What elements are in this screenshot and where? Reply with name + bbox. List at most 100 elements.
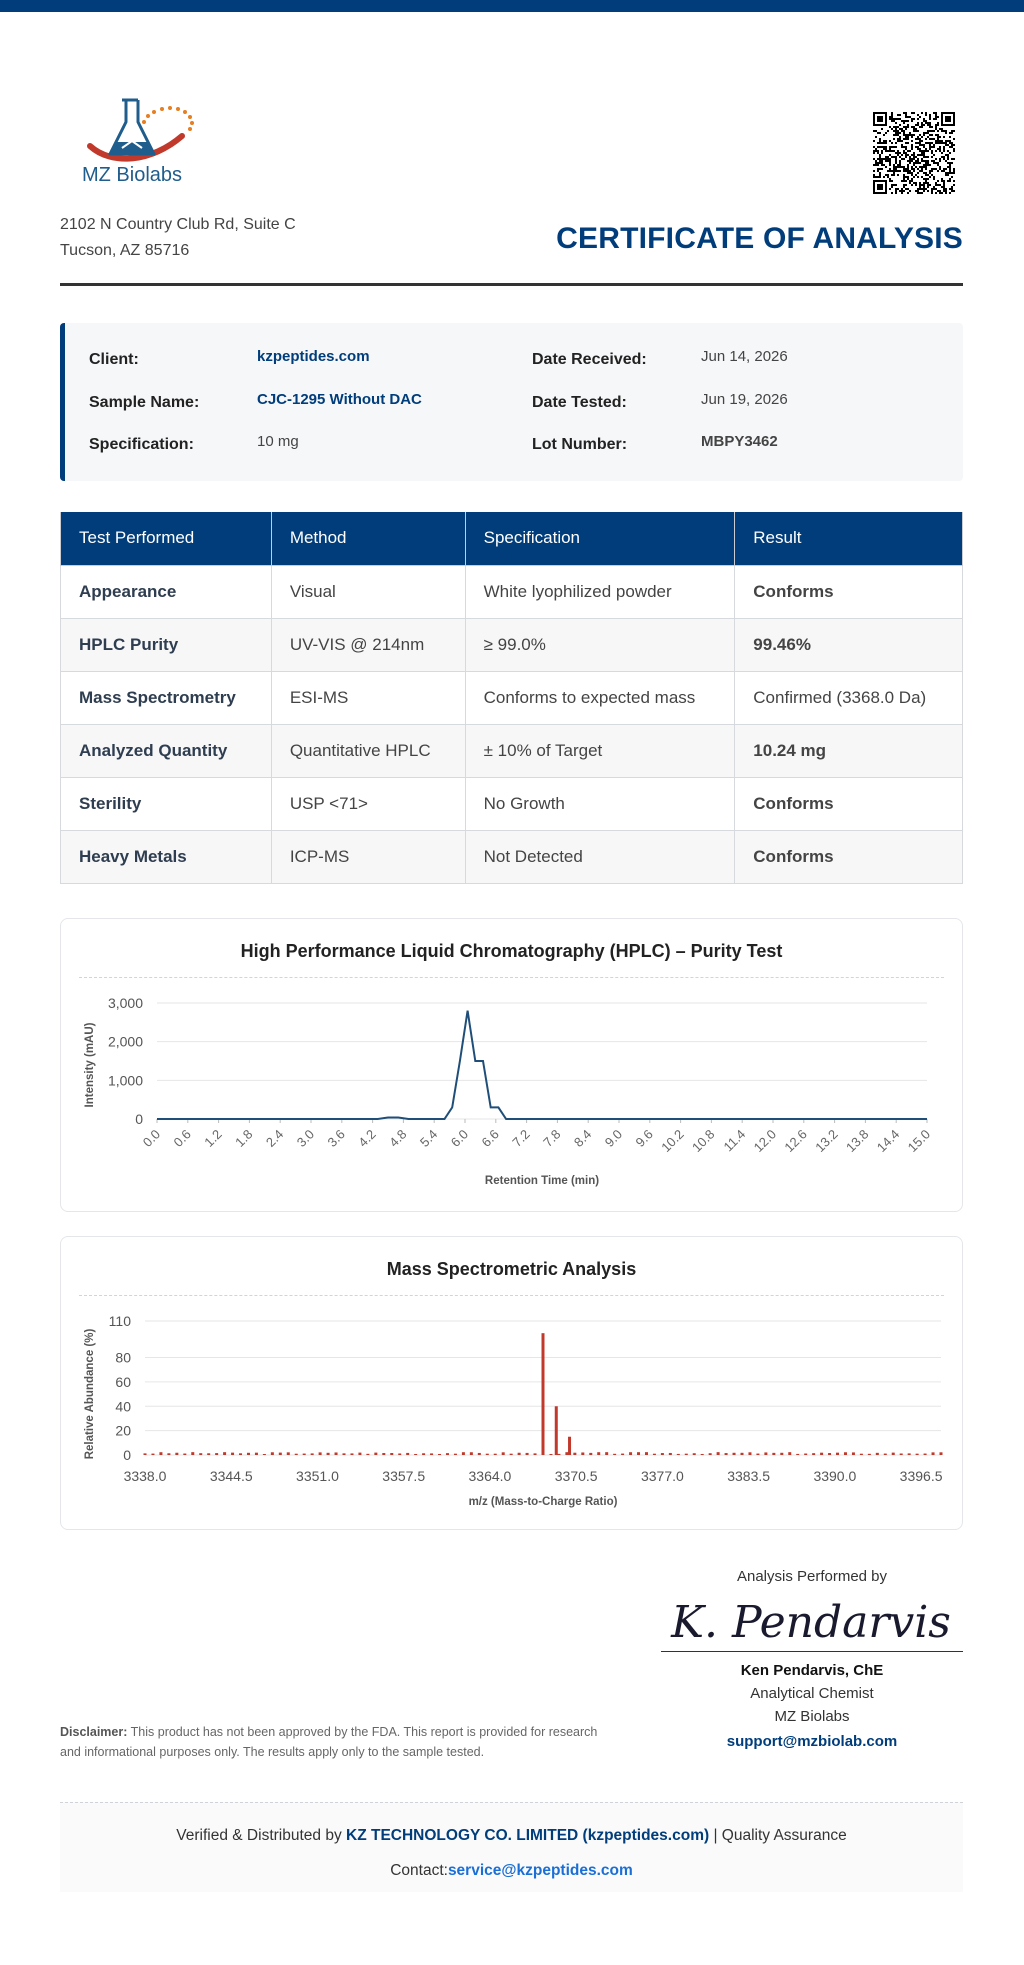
- baseline-noise-bar: [334, 1452, 338, 1455]
- table-row: Heavy Metals ICP-MS Not Detected Conform…: [60, 829, 963, 884]
- qr-module: [923, 160, 925, 162]
- x-tick-label: 6.6: [479, 1127, 502, 1150]
- qr-module: [939, 142, 941, 144]
- qr-finder: [877, 116, 883, 122]
- qr-module: [949, 140, 951, 142]
- qr-module: [911, 174, 913, 176]
- qr-module: [891, 174, 893, 176]
- qr-module: [885, 156, 887, 158]
- qr-module: [941, 152, 943, 154]
- qr-module: [939, 128, 941, 130]
- qr-module: [885, 166, 887, 168]
- qr-module: [905, 134, 907, 136]
- qr-module: [891, 142, 893, 144]
- qr-module: [909, 132, 911, 134]
- baseline-noise-bar: [565, 1452, 569, 1455]
- qr-module: [925, 188, 927, 190]
- qr-module: [899, 132, 901, 134]
- baseline-noise-bar: [780, 1452, 784, 1455]
- qr-module: [931, 156, 933, 158]
- qr-module: [901, 130, 903, 132]
- x-tick-label: 2.4: [263, 1127, 286, 1150]
- qr-module: [947, 156, 949, 158]
- qr-module: [919, 188, 921, 190]
- qr-module: [941, 180, 943, 182]
- qr-module: [887, 156, 889, 158]
- qr-module: [903, 176, 905, 178]
- qr-module: [877, 142, 879, 144]
- baseline-noise-bar: [318, 1452, 322, 1455]
- qr-module: [919, 182, 921, 184]
- qr-module: [939, 146, 941, 148]
- qr-module: [953, 144, 955, 146]
- qr-module: [941, 142, 943, 144]
- qr-module: [911, 184, 913, 186]
- qr-module: [945, 190, 947, 192]
- qr-module: [949, 168, 951, 170]
- qr-module: [901, 166, 903, 168]
- qr-module: [917, 190, 919, 192]
- x-tick-label: 3344.5: [210, 1468, 253, 1484]
- qr-module: [947, 162, 949, 164]
- qr-module: [925, 166, 927, 168]
- qr-module: [939, 158, 941, 160]
- qr-module: [951, 130, 953, 132]
- baseline-noise-bar: [812, 1453, 816, 1455]
- baseline-noise-bar: [859, 1453, 863, 1455]
- qr-module: [907, 142, 909, 144]
- qr-module: [907, 136, 909, 138]
- qr-module: [909, 150, 911, 152]
- qr-module: [893, 120, 895, 122]
- support-email-link[interactable]: support@mzbiolab.com: [726, 1733, 898, 1750]
- contact-email-link[interactable]: service@kzpeptides.com: [447, 1862, 633, 1879]
- qr-module: [911, 172, 913, 174]
- qr-module: [931, 142, 933, 144]
- qr-module: [907, 176, 909, 178]
- qr-module: [939, 150, 941, 152]
- qr-module: [943, 142, 945, 144]
- qr-module: [935, 182, 937, 184]
- qr-module: [883, 134, 885, 136]
- qr-module: [933, 186, 935, 188]
- baseline-noise-bar: [533, 1453, 537, 1455]
- baseline-noise-bar: [262, 1453, 266, 1455]
- qr-module: [883, 164, 885, 166]
- baseline-noise-bar: [151, 1453, 155, 1455]
- qr-module: [909, 170, 911, 172]
- qr-module: [897, 138, 899, 140]
- qr-module: [917, 172, 919, 174]
- qr-module: [915, 162, 917, 164]
- x-tick-label: 7.8: [540, 1127, 563, 1150]
- qr-module: [873, 174, 875, 176]
- qr-module: [917, 138, 919, 140]
- baseline-noise-bar: [820, 1452, 824, 1455]
- qr-module: [897, 188, 899, 190]
- y-tick-label: 3,000: [108, 995, 143, 1011]
- baseline-noise-bar: [684, 1453, 688, 1455]
- qr-module: [933, 154, 935, 156]
- baseline-noise-bar: [215, 1453, 219, 1455]
- qr-module: [951, 142, 953, 144]
- baseline-noise-bar: [517, 1452, 521, 1455]
- baseline-noise-bar: [430, 1453, 434, 1455]
- qr-module: [941, 156, 943, 158]
- qr-module: [917, 188, 919, 190]
- qr-module: [909, 182, 911, 184]
- qr-module: [911, 166, 913, 168]
- qr-module: [913, 112, 915, 114]
- qr-module: [911, 126, 913, 128]
- qr-module: [935, 192, 937, 194]
- qr-module: [879, 138, 881, 140]
- qr-module: [899, 160, 901, 162]
- qr-module: [895, 166, 897, 168]
- qr-module: [899, 170, 901, 172]
- qr-module: [889, 154, 891, 156]
- qr-module: [943, 180, 945, 182]
- qr-module: [883, 146, 885, 148]
- qr-module: [889, 160, 891, 162]
- baseline-noise-bar: [923, 1453, 927, 1455]
- qr-module: [949, 166, 951, 168]
- qr-module: [911, 146, 913, 148]
- qr-module: [897, 170, 899, 172]
- qr-module: [949, 152, 951, 154]
